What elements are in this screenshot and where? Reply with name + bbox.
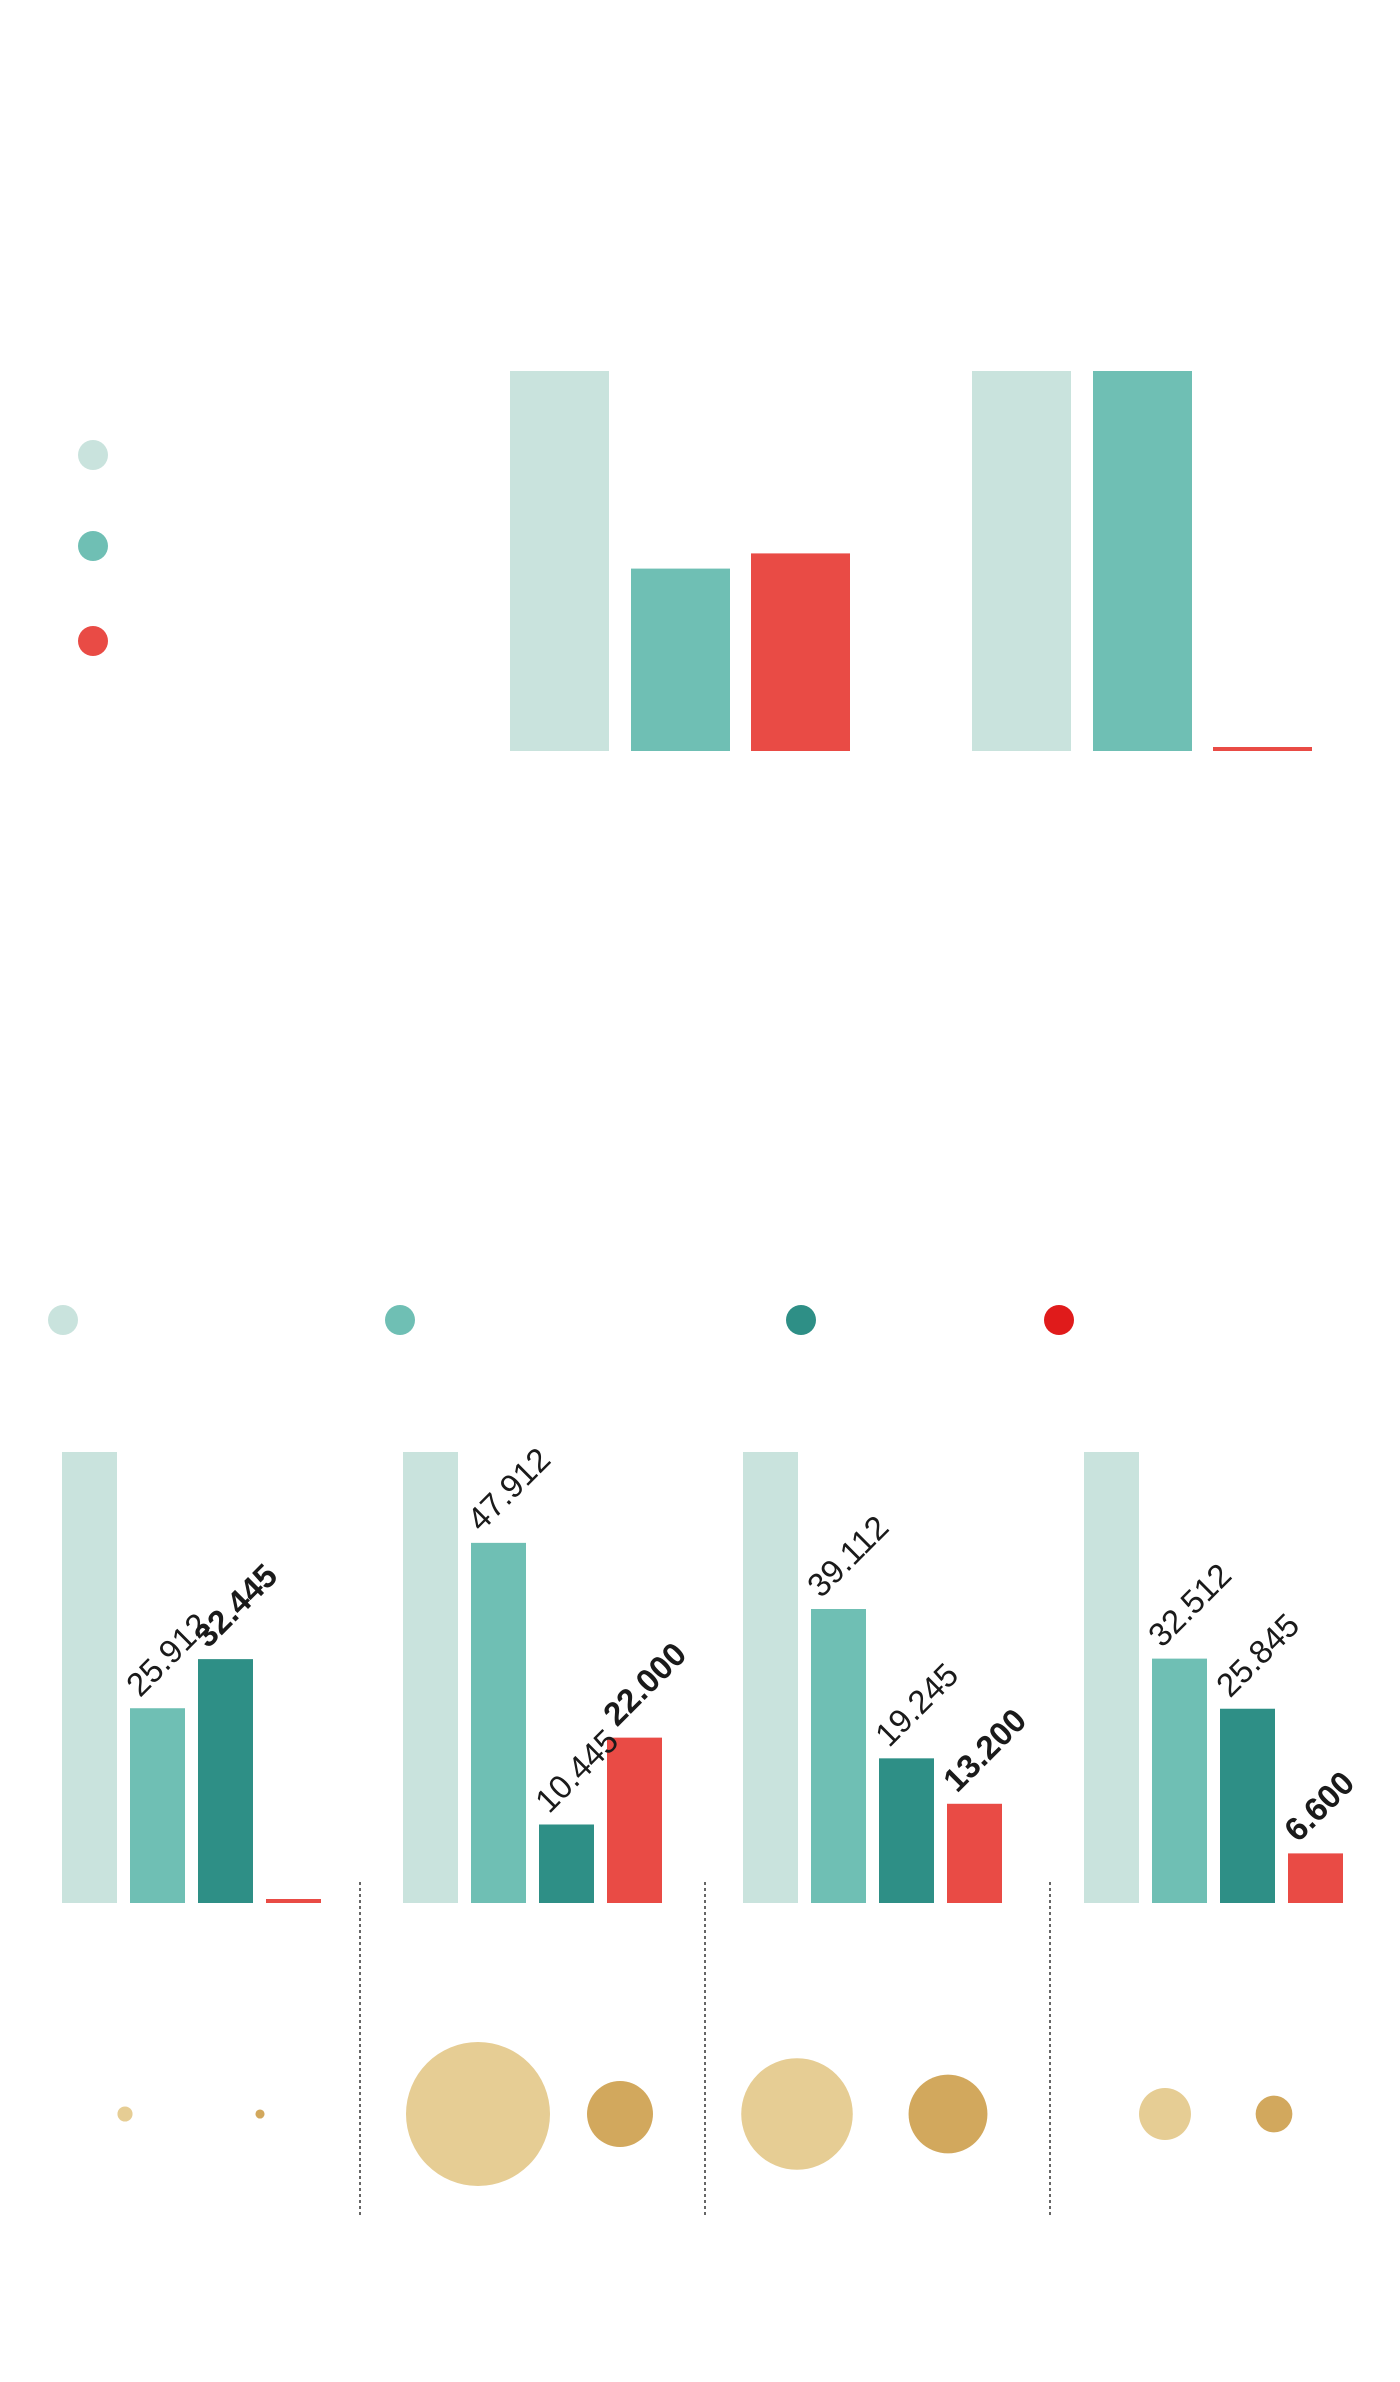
bubble (406, 2042, 550, 2186)
data-label: 6.600 (1277, 1764, 1362, 1849)
bottom-legend (48, 1305, 1074, 1335)
bar (607, 1737, 662, 1903)
bar (1288, 1853, 1343, 1903)
data-label: 32.512 (1141, 1556, 1239, 1654)
bar (539, 1824, 594, 1903)
bubble (741, 2058, 853, 2170)
bar (811, 1609, 866, 1903)
bubble (1139, 2088, 1191, 2140)
bar (1220, 1708, 1275, 1903)
bar (1084, 1452, 1139, 1903)
bar (198, 1659, 253, 1903)
bar (972, 371, 1071, 751)
bar (403, 1452, 458, 1903)
legend-dot (1044, 1305, 1074, 1335)
bar (947, 1803, 1002, 1903)
bubble (587, 2081, 653, 2147)
bar (879, 1758, 934, 1903)
top-legend (78, 440, 108, 656)
data-label: 47.912 (460, 1440, 558, 1538)
bubble-row (117, 2042, 1293, 2186)
data-label: 22.000 (596, 1635, 694, 1733)
bar (1213, 747, 1312, 751)
bar (510, 371, 609, 751)
legend-dot (48, 1305, 78, 1335)
group-dividers (359, 1882, 1051, 2215)
bubble (908, 2074, 988, 2154)
bar (751, 553, 850, 751)
legend-dot (78, 440, 108, 470)
bar (62, 1452, 117, 1903)
top-bar-chart (510, 371, 1312, 751)
data-label: 32.445 (187, 1557, 285, 1655)
bar (631, 568, 730, 751)
legend-dot (78, 626, 108, 656)
legend-dot (786, 1305, 816, 1335)
bottom-bar-chart (62, 1452, 1343, 1903)
data-label: 39.112 (800, 1508, 896, 1604)
data-label: 13.200 (936, 1701, 1034, 1799)
data-label: 19.245 (868, 1656, 966, 1754)
bar (266, 1899, 321, 1903)
legend-dot (385, 1305, 415, 1335)
bar (471, 1542, 526, 1903)
bubble (1255, 2095, 1293, 2133)
bar (1093, 371, 1192, 751)
bar (743, 1452, 798, 1903)
data-label: 25.845 (1209, 1606, 1307, 1704)
bubble (117, 2106, 133, 2122)
bar (1152, 1658, 1207, 1903)
legend-dot (78, 531, 108, 561)
bubble (255, 2109, 265, 2119)
bar (130, 1708, 185, 1903)
